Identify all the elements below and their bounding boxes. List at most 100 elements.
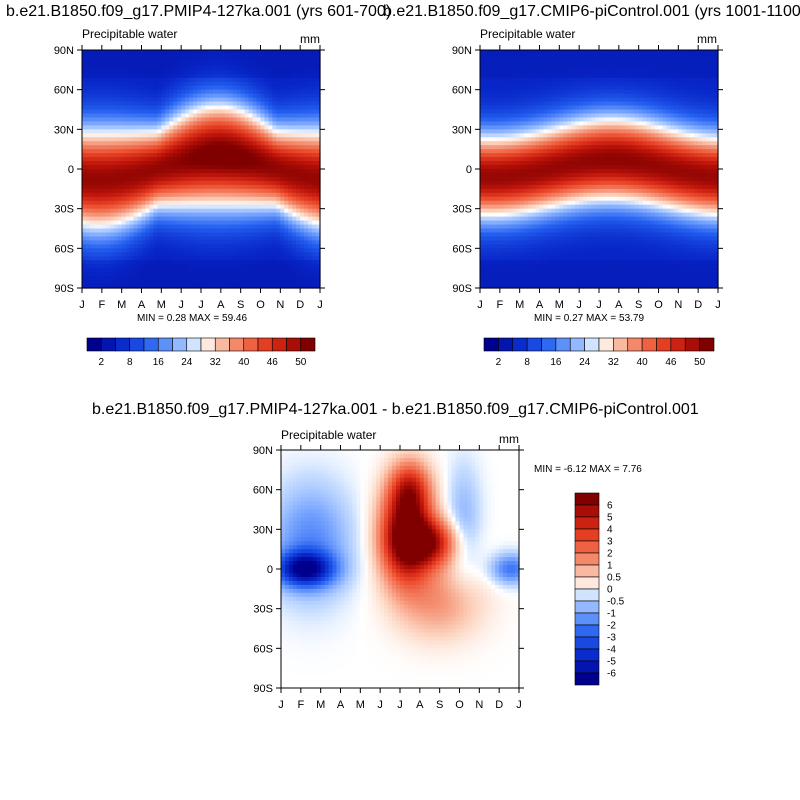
heatmap-cell	[491, 252, 497, 257]
heatmap-cell	[157, 169, 162, 174]
heatmap-cell	[507, 228, 513, 234]
heatmap-cell	[280, 161, 285, 166]
heatmap-cell	[547, 97, 552, 103]
heatmap-cell	[535, 224, 541, 230]
heatmap-cell	[82, 280, 87, 285]
heatmap-cell	[515, 176, 521, 182]
heatmap-cell	[145, 169, 151, 174]
heatmap-cell	[193, 264, 198, 269]
heatmap-cell	[515, 220, 521, 226]
heatmap-cell	[240, 93, 246, 99]
heatmap-cell	[499, 101, 505, 107]
heatmap-cell	[296, 188, 301, 194]
heatmap-cell	[181, 165, 186, 170]
heatmap-cell	[555, 93, 560, 99]
heatmap-cell	[284, 69, 289, 75]
heatmap-cell	[197, 93, 202, 99]
heatmap-cell	[559, 50, 564, 55]
heatmap-cell	[121, 244, 127, 249]
heatmap-cell	[499, 200, 505, 206]
heatmap-cell	[268, 248, 273, 253]
panel1-ytick-label: 60S	[54, 243, 74, 255]
heatmap-cell	[82, 157, 87, 162]
heatmap-cell	[256, 153, 262, 158]
heatmap-cell	[169, 165, 174, 170]
heatmap-cell	[208, 113, 214, 119]
heatmap-cell	[145, 176, 151, 182]
heatmap-cell	[244, 117, 250, 122]
heatmap-cell	[93, 145, 99, 150]
heatmap-cell	[220, 50, 226, 55]
heatmap-cell	[531, 204, 537, 210]
heatmap-cell	[480, 212, 485, 218]
heatmap-cell	[177, 268, 182, 273]
heatmap-cell	[97, 172, 103, 178]
heatmap-cell	[491, 240, 497, 245]
heatmap-cell	[511, 65, 517, 71]
heatmap-cell	[157, 276, 162, 281]
heatmap-cell	[93, 137, 99, 142]
heatmap-cell	[141, 192, 147, 198]
heatmap-cell	[224, 149, 230, 154]
heatmap-cell	[304, 161, 309, 166]
heatmap-cell	[563, 153, 568, 158]
heatmap-cell	[105, 145, 111, 150]
heatmap-cell	[503, 65, 509, 71]
heatmap-cell	[165, 280, 170, 285]
heatmap-cell	[232, 176, 238, 182]
heatmap-cell	[117, 272, 123, 277]
heatmap-cell	[161, 256, 166, 261]
heatmap-cell	[531, 69, 537, 75]
heatmap-cell	[288, 141, 293, 146]
heatmap-cell	[487, 272, 493, 277]
heatmap-cell	[256, 264, 262, 269]
heatmap-cell	[284, 73, 289, 79]
heatmap-cell	[149, 188, 154, 194]
heatmap-cell	[280, 101, 285, 107]
heatmap-cell	[483, 224, 489, 230]
heatmap-cell	[216, 196, 222, 202]
heatmap-cell	[483, 137, 489, 142]
heatmap-cell	[519, 161, 525, 166]
heatmap-cell	[284, 188, 289, 194]
heatmap-cell	[543, 240, 549, 245]
heatmap-cell	[527, 284, 533, 289]
heatmap-cell	[240, 244, 246, 249]
heatmap-cell	[495, 176, 501, 182]
heatmap-cell	[284, 248, 289, 253]
heatmap-cell	[133, 280, 139, 285]
heatmap-cell	[236, 228, 242, 234]
heatmap-cell	[113, 133, 119, 138]
heatmap-cell	[117, 145, 123, 150]
heatmap-cell	[85, 232, 91, 238]
heatmap-cell	[296, 248, 301, 253]
heatmap-cell	[503, 89, 509, 95]
heatmap-cell	[169, 169, 174, 174]
heatmap-cell	[109, 145, 115, 150]
heatmap-cell	[483, 268, 489, 273]
heatmap-cell	[284, 228, 289, 234]
heatmap-cell	[511, 264, 517, 269]
heatmap-cell	[535, 244, 541, 249]
heatmap-cell	[117, 264, 123, 269]
heatmap-cell	[296, 244, 301, 249]
heatmap-cell	[161, 276, 166, 281]
heatmap-cell	[185, 137, 190, 142]
heatmap-cell	[312, 165, 317, 170]
heatmap-cell	[137, 65, 143, 71]
heatmap-cell	[193, 216, 198, 222]
heatmap-cell	[511, 176, 517, 182]
heatmap-cell	[157, 137, 162, 142]
heatmap-cell	[539, 200, 545, 206]
heatmap-cell	[157, 145, 162, 150]
heatmap-cell	[169, 244, 174, 249]
heatmap-cell	[264, 85, 270, 91]
heatmap-cell	[137, 117, 143, 122]
heatmap-cell	[193, 196, 198, 202]
heatmap-cell	[304, 188, 309, 194]
heatmap-cell	[555, 53, 560, 59]
heatmap-cell	[256, 180, 262, 186]
heatmap-cell	[296, 105, 301, 111]
heatmap-cell	[268, 260, 273, 265]
heatmap-cell	[547, 113, 552, 119]
